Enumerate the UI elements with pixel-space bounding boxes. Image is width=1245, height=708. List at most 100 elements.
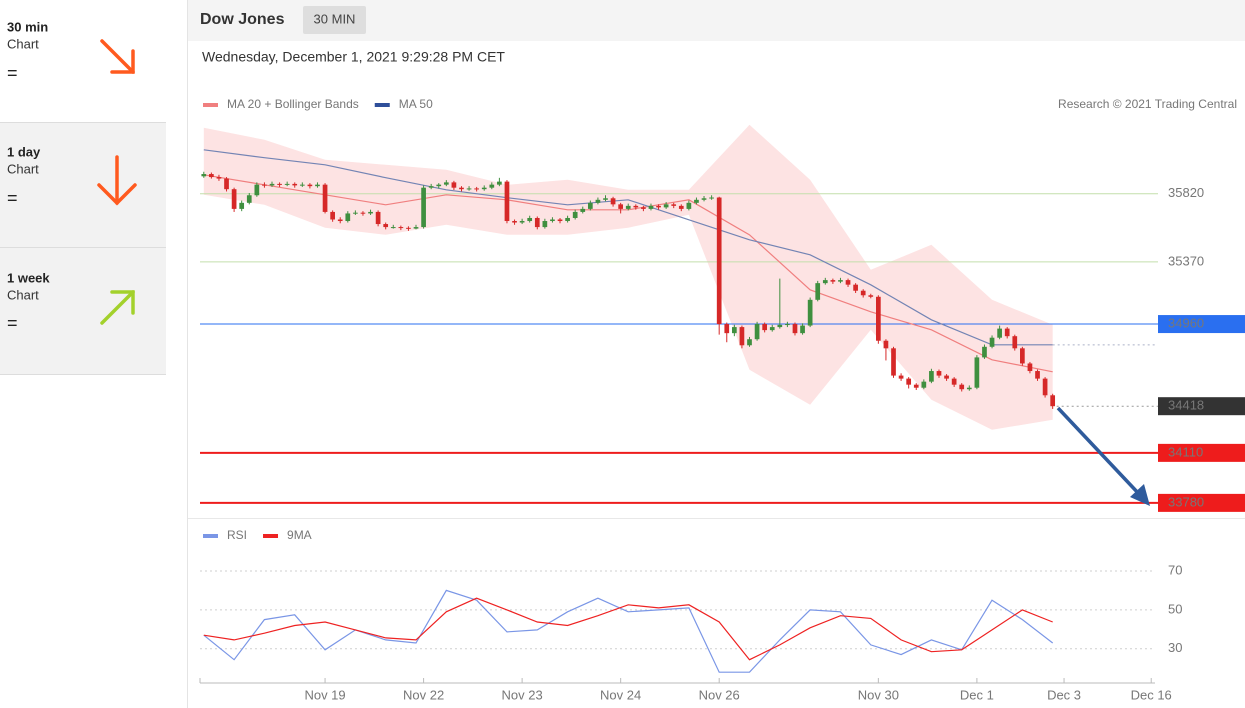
candle-body <box>406 227 411 229</box>
candle-body <box>777 324 783 328</box>
candle-body <box>1027 363 1033 372</box>
candle-body <box>724 324 730 334</box>
sidebar-item[interactable] <box>0 248 166 374</box>
candle-body <box>754 324 760 340</box>
candle-body <box>800 325 805 334</box>
candle-body <box>913 384 919 388</box>
candle-body <box>466 188 472 190</box>
arrow-up-right <box>100 290 135 325</box>
candle-body <box>906 378 912 385</box>
candle-body <box>277 183 282 185</box>
candle-body <box>860 290 866 296</box>
candle-body <box>254 184 260 196</box>
candle-body <box>451 182 457 188</box>
candle-body <box>769 327 775 331</box>
candle-body <box>830 280 836 282</box>
plot-layer: MA 20 + Bollinger Bands MA 50 Nov 19 Nov 22… <box>199 97 1172 702</box>
x-tick-label: Dec 3 <box>1047 687 1081 702</box>
indicator-line <box>203 597 1053 661</box>
x-tick-label: Dec 1 <box>960 687 994 702</box>
y-tick-label: 30 <box>1168 640 1182 655</box>
candle-body <box>929 371 934 382</box>
candle-body <box>443 182 449 185</box>
period-label: Chart <box>7 161 39 176</box>
candle-body <box>383 224 389 228</box>
interval-badge[interactable] <box>303 6 366 34</box>
candle-body <box>747 339 752 346</box>
candle-body <box>216 177 222 179</box>
candle-body <box>716 197 722 325</box>
candle-body <box>512 221 517 223</box>
candle-body <box>353 212 358 214</box>
timestamp: Wednesday, December 1, 2021 9:29:28 PM C… <box>202 49 505 65</box>
credit: Research © 2021 Trading Central <box>1058 97 1237 111</box>
candle-body <box>709 197 714 199</box>
signal: = <box>7 188 18 208</box>
candle-body <box>428 186 434 188</box>
candle-body <box>762 324 768 331</box>
indicator-line <box>203 589 1054 673</box>
candle-body <box>360 212 366 214</box>
candle-body <box>845 280 851 285</box>
candle-body <box>898 375 904 379</box>
candle-body <box>398 227 404 229</box>
level-box <box>1158 397 1245 416</box>
candle-body <box>1050 395 1056 407</box>
candle-body <box>322 184 328 212</box>
candle-body <box>944 375 949 379</box>
candle-body <box>686 202 692 209</box>
candle-body <box>739 327 745 346</box>
candle-body <box>822 280 828 284</box>
candle-body <box>345 213 351 222</box>
candle-body <box>231 189 237 209</box>
x-tick-label: Dec 16 <box>1131 687 1172 702</box>
candle-body <box>876 296 881 341</box>
candle-body <box>921 381 927 388</box>
period-label: Chart <box>7 287 39 302</box>
candle-body <box>421 187 426 228</box>
level-box <box>1158 315 1245 334</box>
candle-body <box>678 205 684 209</box>
legend-swatch <box>203 534 218 538</box>
signal: = <box>7 313 18 333</box>
candle-body <box>625 205 631 209</box>
arrow-down-right <box>100 39 135 74</box>
x-tick-label: Nov 26 <box>699 687 740 702</box>
period: 1 day <box>7 144 41 159</box>
candle-body <box>565 217 570 222</box>
candle-body <box>1035 371 1040 379</box>
level-box <box>1158 443 1245 462</box>
candle-body <box>580 208 586 212</box>
level-label: 34418 <box>1168 398 1204 413</box>
candle-body <box>572 211 578 218</box>
candle-body <box>527 217 533 222</box>
arrow-down <box>97 155 137 206</box>
sidebar-item[interactable] <box>0 0 166 122</box>
candle-body <box>792 324 798 334</box>
candle-body <box>785 324 790 326</box>
candle-body <box>534 217 540 228</box>
bollinger-band <box>203 124 1053 430</box>
candle-body <box>891 348 896 376</box>
sidebar-item[interactable] <box>0 123 166 247</box>
candle-body <box>262 184 267 186</box>
candle-body <box>209 174 214 178</box>
candle-body <box>239 202 245 209</box>
x-tick-label: Nov 19 <box>304 687 345 702</box>
candle-body <box>436 184 442 187</box>
candle-body <box>648 205 654 209</box>
legend-label: RSI <box>227 528 247 542</box>
level-label: 35820 <box>1168 185 1204 200</box>
candle-body <box>974 357 980 388</box>
candle-body <box>337 219 343 222</box>
candle-body <box>246 195 252 203</box>
candle-body <box>936 371 942 376</box>
candle-body <box>368 211 373 214</box>
level-label: 34960 <box>1168 315 1204 330</box>
candle-body <box>390 227 396 229</box>
moving-average <box>203 149 1053 346</box>
candle-body <box>633 205 639 208</box>
level-box <box>1158 493 1245 512</box>
candle-body <box>519 221 525 223</box>
candle-body <box>853 284 858 291</box>
